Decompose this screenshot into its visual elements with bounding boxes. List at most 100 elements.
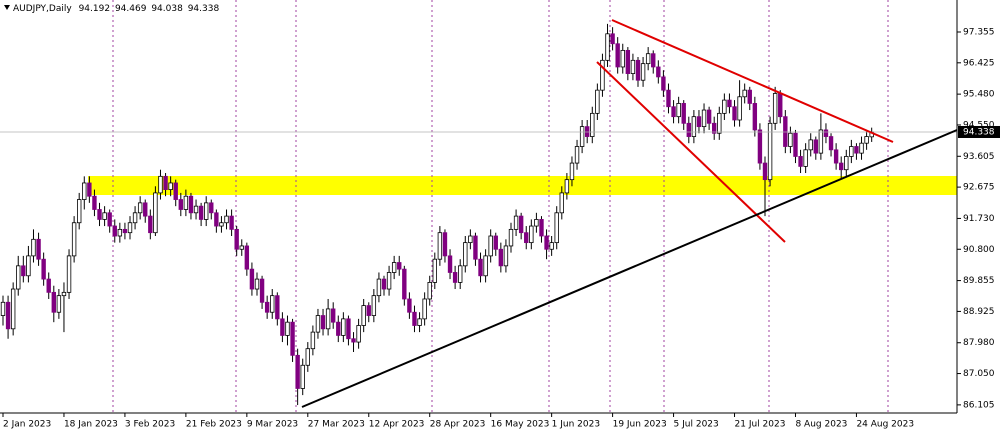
candle-body (148, 215, 153, 234)
candle-body (21, 265, 26, 277)
candle-body (376, 278, 382, 297)
candle-body (305, 348, 310, 366)
last-price-box (958, 125, 1000, 138)
candle-body (71, 222, 77, 257)
candle-body (849, 146, 854, 157)
support-trendline (301, 129, 958, 408)
menu-triangle[interactable] (4, 5, 10, 10)
candle-body (280, 318, 285, 336)
candle-body (696, 116, 702, 128)
candle-body (544, 235, 549, 250)
candle-body (137, 202, 143, 214)
candle-body (386, 272, 392, 290)
candle-body (264, 301, 270, 313)
candle-body (366, 305, 371, 316)
candle-body (46, 278, 51, 293)
candle-body (772, 93, 778, 124)
candle-body (818, 129, 824, 154)
candle-body (122, 228, 128, 234)
x-tick-label: 19 Jun 2023 (613, 420, 667, 430)
y-tick-label: 94.550 (963, 120, 995, 130)
candle-body (864, 136, 869, 144)
candle-body (529, 225, 534, 244)
candle-body (112, 225, 117, 237)
candle-body (549, 242, 554, 250)
candle-body (569, 162, 575, 181)
x-tick-label: 28 Apr 2023 (430, 420, 486, 430)
y-tick-label: 90.800 (963, 245, 995, 255)
y-tick-label: 86.105 (963, 400, 995, 410)
candle-body (661, 76, 666, 91)
candle-body (605, 33, 610, 61)
candle-body (209, 202, 214, 214)
candle-body (656, 66, 661, 78)
candle-body (183, 195, 189, 210)
candle-body (813, 139, 818, 154)
candle-body (615, 43, 620, 68)
candle-body (778, 93, 783, 118)
candle-body (351, 338, 356, 343)
candle-body (356, 325, 361, 343)
candle-body (26, 255, 31, 277)
high: 94.469 (115, 4, 147, 14)
candle-body (300, 364, 305, 389)
candle-body (168, 182, 173, 190)
candle-body (524, 232, 529, 244)
candle-body (737, 96, 742, 121)
candle-body (808, 139, 813, 151)
candle-body (600, 59, 605, 91)
candle-body (239, 245, 244, 250)
y-tick-label: 87.050 (963, 369, 995, 379)
candle-body (691, 116, 697, 137)
candle-body (178, 199, 183, 210)
candle-body (153, 192, 158, 234)
candle-body (77, 199, 82, 224)
candle-body (275, 295, 280, 320)
candle-body (143, 202, 148, 217)
candle-body (290, 321, 295, 356)
x-tick-label: 3 Feb 2023 (125, 420, 175, 430)
chart-header: AUDJPY,Daily 94.192 94.469 94.038 94.338 (13, 4, 219, 14)
candle-body (315, 315, 321, 333)
low: 94.038 (151, 4, 183, 14)
open: 94.192 (79, 4, 111, 14)
candle-body (579, 126, 585, 147)
candle-body (793, 132, 798, 157)
candle-body (493, 235, 498, 250)
x-tick-label: 21 Feb 2023 (186, 420, 242, 430)
candle-body (234, 228, 239, 250)
y-tick-label: 87.980 (963, 338, 995, 348)
candle-body (219, 222, 224, 227)
candle-body (163, 175, 168, 190)
candle-body (437, 232, 443, 260)
x-tick-label: 1 Jun 2023 (552, 420, 600, 430)
candle-body (310, 331, 316, 350)
candle-body (188, 195, 194, 214)
candle-body (407, 298, 412, 313)
candle-body (325, 308, 331, 330)
candle-body (36, 238, 41, 260)
candle-body (457, 265, 463, 283)
plot (0, 23, 957, 406)
candle-body (513, 215, 519, 230)
candle-body (554, 212, 559, 244)
candle-body (412, 311, 417, 326)
candle-body (173, 182, 178, 200)
close: 94.338 (188, 4, 220, 14)
candle-body (259, 278, 265, 303)
x-tick-label: 21 Jul 2023 (735, 420, 786, 430)
candle-body (193, 205, 199, 214)
candle-body (788, 132, 793, 147)
candle-body (635, 59, 641, 81)
candle-body (803, 149, 808, 167)
candle-body (447, 255, 453, 273)
candle-body (214, 212, 219, 227)
candle-body (270, 295, 275, 313)
candle-body (41, 258, 46, 280)
candle-body (427, 282, 432, 300)
x-tick-label: 2 Jan 2023 (3, 420, 51, 430)
last-price-label: 94.338 (963, 127, 995, 137)
candle-body (539, 219, 544, 237)
